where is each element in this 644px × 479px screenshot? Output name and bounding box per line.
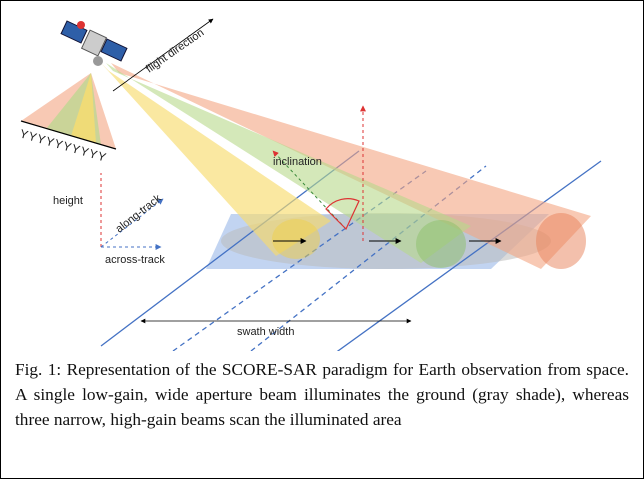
beam-green [106, 63, 471, 263]
diagram: YYYYYYYYYY flight direction inclination … [18, 18, 602, 357]
footprint [536, 213, 586, 269]
swath-edge [330, 160, 602, 357]
satellite [60, 20, 128, 66]
footprint [272, 219, 320, 259]
along-track-label: along-track [113, 192, 164, 235]
inclination-label: inclination [273, 156, 322, 168]
height-label: height [53, 195, 83, 207]
swath-line [172, 170, 427, 352]
caption: Fig. 1: Representation of the SCORE-SAR … [15, 360, 629, 429]
swath-width-label: swath width [237, 326, 294, 338]
flight-arrow [112, 18, 214, 92]
along-track-axis [100, 198, 164, 248]
footprint [416, 220, 466, 268]
antenna-fan [71, 73, 96, 143]
beam-yellow [101, 63, 331, 256]
across-track-label: across-track [105, 254, 165, 266]
flight-direction-label: flight direction [144, 27, 206, 76]
beam-orange [111, 63, 591, 269]
inclination-angle [325, 198, 360, 231]
antenna-array [20, 120, 117, 150]
